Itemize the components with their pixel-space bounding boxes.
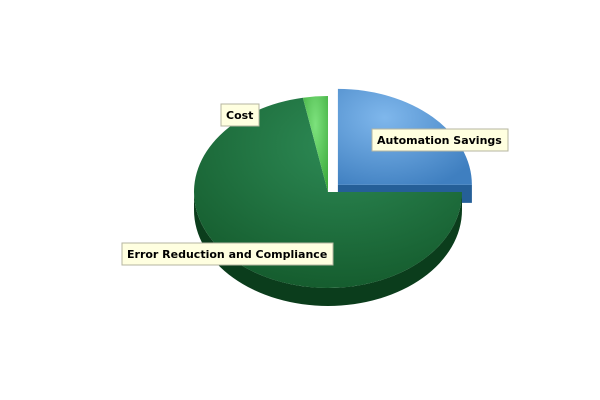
pie-slice-label-error-reduction-and-compliance: Error Reduction and Compliance <box>121 242 334 266</box>
pie-slice-error-reduction-and-compliance <box>193 97 462 289</box>
pie-slice-label-box <box>220 103 260 127</box>
pie-slice-label-text: Automation Savings <box>377 134 502 147</box>
pie-slice-label-text: Cost <box>226 109 253 122</box>
pie-slice-label-box <box>371 128 509 152</box>
pie-slice-cost <box>302 96 328 192</box>
pie-slice-label-box <box>121 242 334 266</box>
pie-slice-label-automation-savings: Automation Savings <box>371 128 509 152</box>
pie-slice-label-cost: Cost <box>220 103 260 127</box>
pie-slice-label-text: Error Reduction and Compliance <box>127 248 327 261</box>
pie-slice-side-error-reduction-and-compliance <box>194 192 462 306</box>
